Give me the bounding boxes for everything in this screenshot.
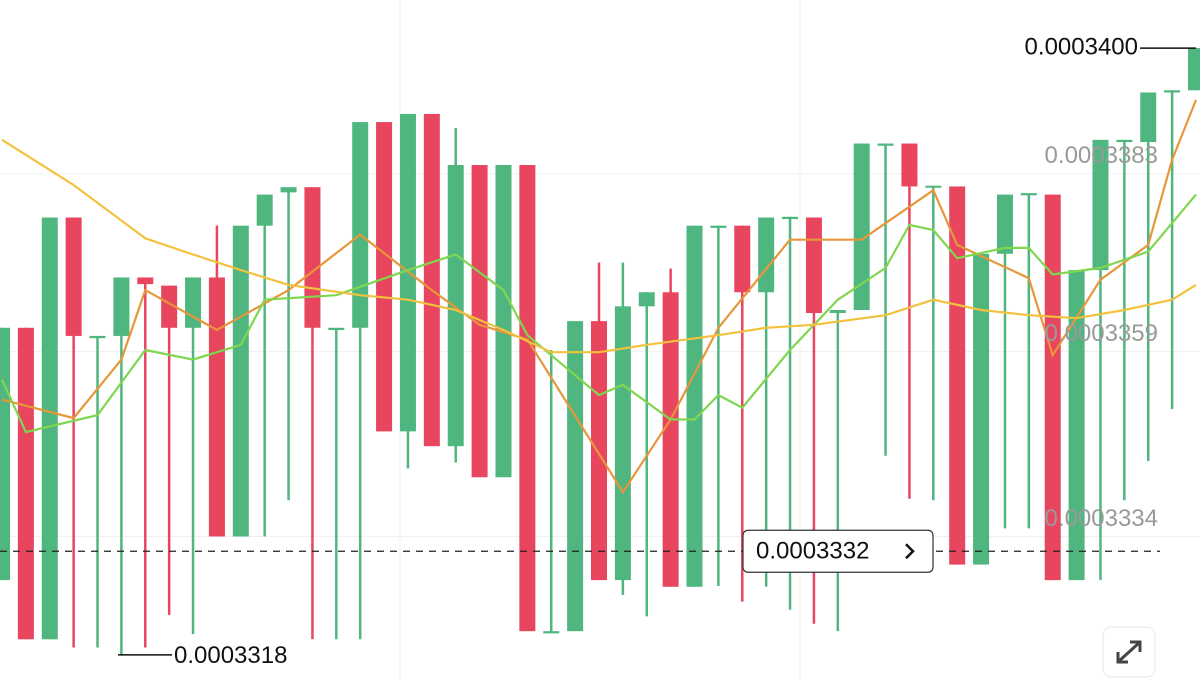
candle-body <box>1092 139 1109 271</box>
candle-body <box>614 306 631 581</box>
ma-lines <box>0 99 1198 495</box>
candle-body <box>161 285 178 328</box>
candle-body <box>758 217 775 293</box>
candle-body <box>591 321 607 581</box>
candle-body <box>996 194 1013 254</box>
candle-body <box>0 327 10 581</box>
candle-body <box>328 327 345 331</box>
candle-body <box>853 143 870 311</box>
candle-body <box>734 225 751 293</box>
candle-body <box>519 165 536 632</box>
candle-body <box>1020 193 1037 196</box>
candle-body <box>280 187 297 193</box>
candle-body <box>447 165 464 447</box>
candle-body <box>638 292 655 307</box>
candle-body <box>376 122 393 432</box>
ma-line <box>0 193 1197 434</box>
candle-body <box>495 165 512 478</box>
low-marker-label: 0.0003318 <box>174 642 287 669</box>
candle-body <box>1140 92 1157 143</box>
candle-body <box>423 113 440 447</box>
candle-body <box>901 143 918 187</box>
candle-body <box>137 277 154 285</box>
expand-button[interactable] <box>1102 626 1156 678</box>
candle-body <box>1164 90 1181 93</box>
ma-line <box>1 138 1197 354</box>
candle-body <box>1116 139 1133 143</box>
candle-body <box>877 143 894 146</box>
last-price-box[interactable] <box>742 529 934 573</box>
candle-body <box>1188 48 1200 91</box>
candle-body <box>782 216 799 220</box>
candle-body <box>949 186 966 565</box>
candle-body <box>256 194 273 226</box>
candle-body <box>232 225 249 537</box>
candle-body <box>543 631 560 634</box>
candle-body <box>65 217 82 336</box>
y-tick-label: 0.0003359 <box>1045 320 1158 347</box>
candle-body <box>662 292 679 587</box>
candle-body <box>686 225 703 587</box>
candle-body <box>1068 270 1085 581</box>
last-price-label: 0.0003332 <box>756 538 869 565</box>
high-marker-label: 0.0003400 <box>1025 33 1138 60</box>
candle-body <box>567 321 584 632</box>
candle-body <box>1044 194 1061 581</box>
candle-body <box>805 217 822 313</box>
candle-body <box>973 253 990 565</box>
candle-body <box>89 335 106 339</box>
y-tick-label: 0.0003383 <box>1045 142 1158 169</box>
chevron <box>905 543 915 560</box>
candle-body <box>925 185 942 188</box>
expand-icon[interactable] <box>1116 640 1142 664</box>
candle-body <box>829 310 846 313</box>
candle-body <box>113 277 130 336</box>
candle-body <box>304 187 321 328</box>
candle-body <box>710 225 727 228</box>
candle-body <box>352 122 369 328</box>
y-tick-label: 0.0003334 <box>1045 505 1158 532</box>
candle-body <box>208 277 225 537</box>
candle-body <box>41 217 58 640</box>
labels: 0.0003383 0.0003359 0.0003334 0.0003400 0.00… <box>0 33 1196 669</box>
candle-body <box>17 327 34 640</box>
